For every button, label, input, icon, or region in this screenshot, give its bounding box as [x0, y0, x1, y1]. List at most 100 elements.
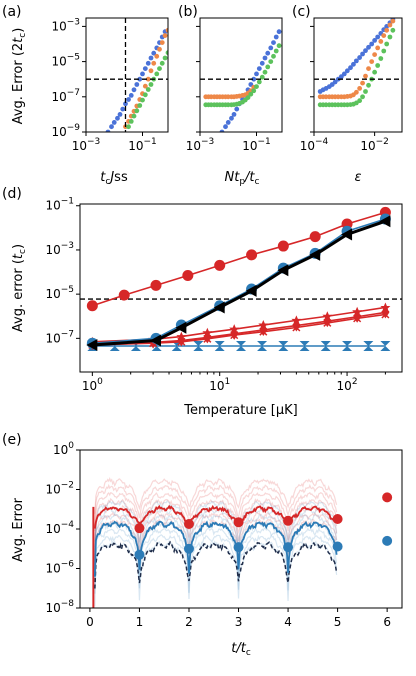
panel-d-ytick-label: 10−1 [45, 197, 74, 213]
panel-c-point [381, 33, 387, 39]
panel-label-c: (c) [292, 4, 311, 20]
panel-d-point [379, 215, 391, 228]
panel-b-point [225, 120, 231, 125]
panel-e-ytick-label: 10−2 [45, 481, 74, 497]
panel-b-point [234, 106, 240, 112]
panel-c-xlabel: ε [354, 170, 361, 185]
panel-a-point [117, 111, 123, 117]
panel-b-point [262, 69, 268, 75]
panel-a-point [128, 93, 134, 98]
panel-c-point [341, 71, 347, 77]
panel-d-point [353, 314, 362, 323]
panel-e-xtick-label: 5 [334, 615, 342, 629]
panel-d-point [381, 310, 390, 319]
panel-d-frame [79, 203, 403, 373]
panel-e-ytick-label: 100 [53, 441, 74, 457]
panel-c-point [363, 48, 368, 54]
panel-d-series-line [92, 211, 386, 307]
panel-b-point [262, 55, 268, 61]
panel-c-xtick-label: 10−4 [300, 137, 329, 153]
panel-a-point [142, 66, 148, 72]
panel-a-point [157, 66, 162, 72]
panel-a-point [137, 103, 143, 108]
panel-d-point [292, 323, 301, 332]
panel-b-xtick-label: 10−3 [186, 137, 215, 153]
panel-a-frame [85, 17, 169, 133]
panel-c-point [372, 69, 378, 75]
panel-b-xlabel: Ntp/tc [225, 170, 260, 187]
panel-c-point [357, 55, 363, 60]
panel-b-point [259, 60, 265, 66]
panel-b-point [256, 79, 262, 85]
panel-d-point [299, 341, 310, 352]
panel-e-ylabel: Avg. Error [11, 497, 26, 562]
panel-a-xtick-label: 10−1 [128, 137, 157, 153]
panel-d-ytick-label: 10−5 [45, 285, 74, 301]
panel-c-point [369, 59, 375, 64]
panel-a-point [151, 60, 157, 66]
panel-c-point [360, 94, 365, 100]
panel-e-blue-trace [93, 520, 338, 577]
panel-c-point [372, 38, 378, 43]
panel-e-blue-point [332, 541, 343, 552]
panel-a-point [126, 97, 131, 102]
panel-e-xtick-label: 3 [235, 615, 243, 629]
panel-a-xtick-label: 10−3 [72, 137, 101, 153]
panel-a-point [145, 76, 151, 82]
panel-c-point [378, 56, 384, 61]
panel-e-red-point [283, 515, 294, 526]
panel-b-point [268, 59, 274, 64]
panel-e-xtick-label: 0 [86, 615, 94, 629]
panel-b-point [231, 111, 237, 117]
panel-a-point [123, 101, 128, 107]
panel-d-series-line [92, 219, 386, 347]
panel-a-point [154, 71, 160, 77]
panel-a-point [145, 87, 151, 92]
panel-c-point [390, 27, 396, 33]
panel-e-xlabel: t/tc [231, 641, 251, 658]
panel-d-ylabel: Avg. error (tc) [11, 244, 28, 332]
panel-e-blue-point [233, 542, 244, 553]
panel-c-point [363, 89, 368, 94]
panel-b-point [265, 64, 271, 70]
panel-e-xtick-label: 2 [185, 615, 193, 629]
panel-b-point [254, 84, 259, 89]
panel-e-red-point [382, 492, 393, 503]
panel-a-point [165, 50, 168, 56]
panel-c-point [348, 65, 353, 71]
panel-d-point [246, 249, 258, 261]
panel-a-point [131, 87, 137, 93]
panel-e-faint-blue-trace [94, 513, 338, 566]
panel-d-point [342, 341, 353, 352]
panel-a-point [105, 129, 111, 132]
panel-c-point [353, 89, 359, 95]
panel-d-point [118, 289, 130, 301]
panel-e-ytick-label: 10−8 [45, 599, 74, 615]
panel-a-point [120, 106, 126, 112]
panel-c-point [357, 86, 363, 91]
panel-b-point [273, 48, 279, 54]
panel-b-point [223, 124, 228, 130]
panel-e-faint-red-trace [94, 497, 338, 542]
panel-d-series-line [92, 306, 386, 343]
panel-a-point [148, 82, 154, 87]
panel-a-ytick-label: 10−9 [51, 123, 80, 139]
panel-d-xtick-label: 101 [209, 377, 230, 393]
panel-a-point [140, 97, 145, 103]
panel-a-plot [86, 18, 168, 132]
panel-e-blue-point [183, 543, 194, 554]
panel-c-point [360, 51, 365, 57]
panel-e-plot [92, 476, 393, 608]
panel-a-ytick-label: 10−5 [51, 53, 80, 69]
panel-label-e: (e) [2, 432, 22, 448]
panel-e-blue-point [382, 535, 393, 546]
panel-a-point [137, 76, 143, 82]
panel-a-point [142, 92, 148, 98]
panel-b-point [259, 74, 265, 80]
panel-b-point [229, 115, 234, 121]
panel-e-faint-red-trace [94, 476, 338, 514]
panel-d-point [193, 341, 204, 352]
panel-a-point [162, 33, 168, 39]
panel-a-point [140, 71, 145, 77]
panel-a-point [109, 124, 114, 130]
